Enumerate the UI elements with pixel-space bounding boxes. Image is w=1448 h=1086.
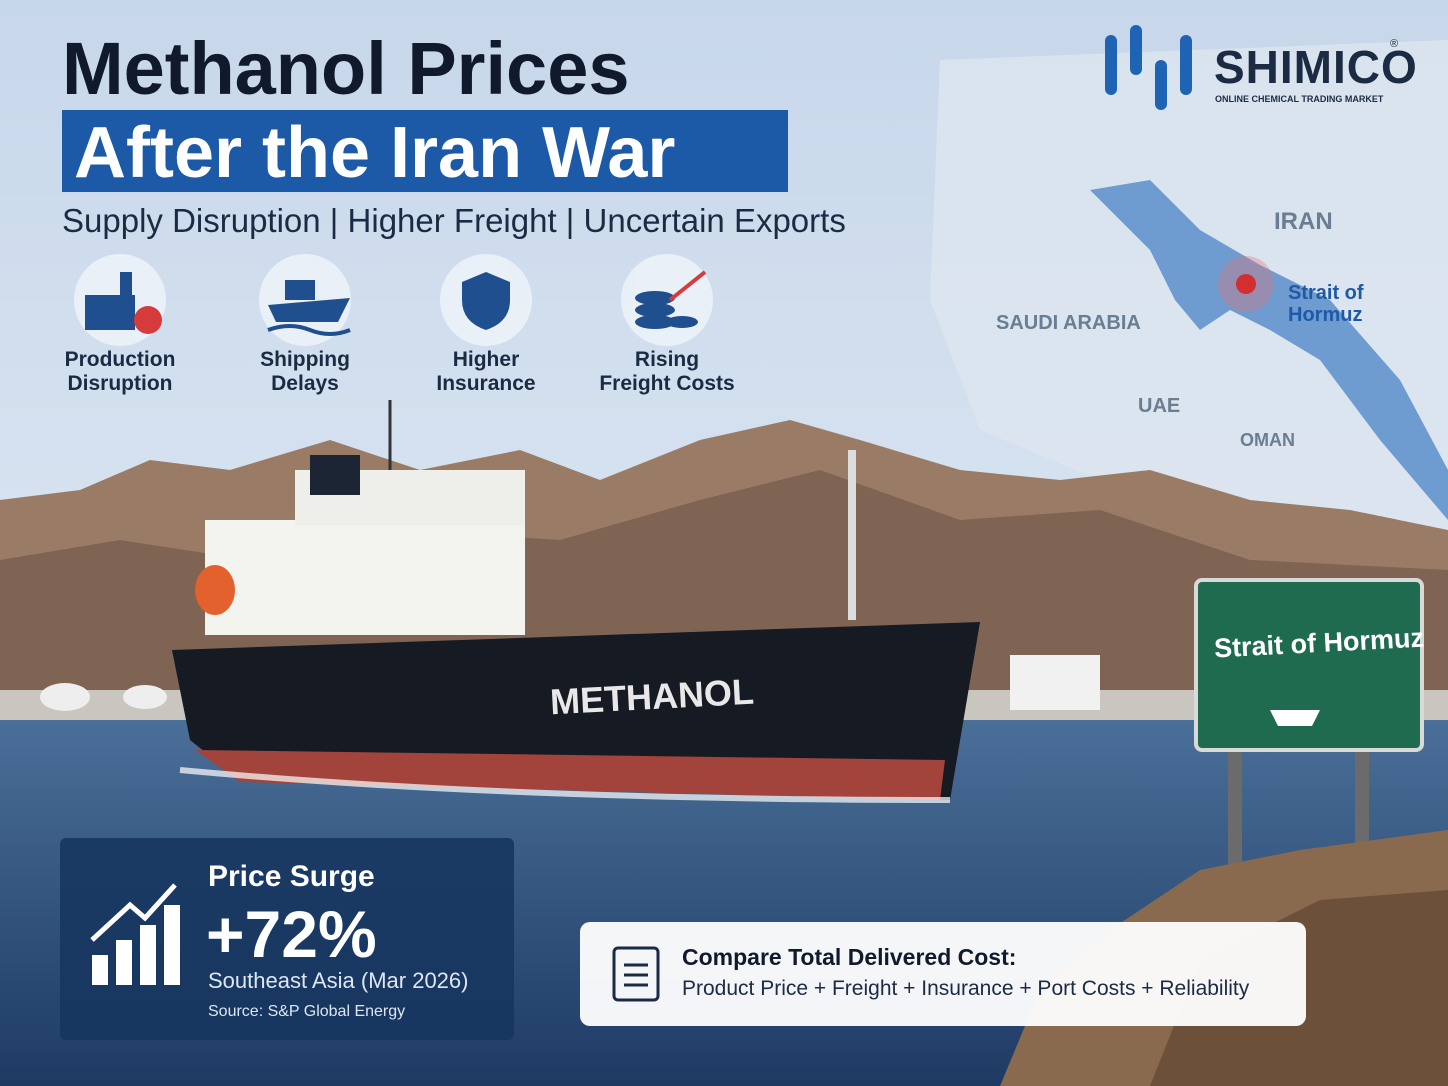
tank xyxy=(40,683,90,711)
factor-label: Rising xyxy=(634,348,700,371)
document-icon xyxy=(612,946,660,1002)
price-source: Source: S&P Global Energy xyxy=(208,1003,406,1020)
factor-label: Disruption xyxy=(67,372,173,395)
map-label: SAUDI ARABIA xyxy=(996,312,1141,334)
gulf xyxy=(1090,180,1448,520)
logo-tagline: ONLINE CHEMICAL TRADING MARKET xyxy=(1215,94,1384,104)
ship-superstructure xyxy=(205,520,525,635)
title-highlight: After the Iran War xyxy=(74,113,676,193)
factor-label: Higher xyxy=(452,348,520,371)
title: Methanol Prices xyxy=(62,27,630,110)
strait-label: Strait of xyxy=(1288,282,1364,304)
strait-label: Hormuz xyxy=(1288,304,1363,326)
logo-mark: ® xyxy=(1390,38,1399,50)
wake xyxy=(179,767,951,803)
shield-icon xyxy=(462,272,510,330)
sign-post xyxy=(1355,750,1369,870)
sign-post xyxy=(1228,750,1242,870)
factory-icon xyxy=(85,272,162,334)
factor-label: Insurance xyxy=(436,372,536,395)
lifeboat xyxy=(195,565,235,615)
tank xyxy=(123,685,167,709)
sign-ship-icon xyxy=(1270,710,1320,726)
ship-funnel xyxy=(310,455,360,495)
factor-label: Production xyxy=(64,348,176,371)
map-label: OMAN xyxy=(1240,430,1295,450)
logo-icon xyxy=(1105,25,1192,110)
subtitle: Supply Disruption | Higher Freight | Unc… xyxy=(62,202,846,239)
strait-marker xyxy=(1236,274,1256,294)
price-change: +72% xyxy=(206,897,377,971)
tank xyxy=(1010,655,1100,710)
map-label: UAE xyxy=(1138,395,1181,417)
title-banner xyxy=(62,110,788,192)
coins-icon xyxy=(635,270,707,329)
compare-box xyxy=(580,922,1306,1026)
factor-label: Freight Costs xyxy=(599,372,735,395)
compare-heading: Compare Total Delivered Cost: xyxy=(682,944,1017,970)
compare-formula: Product Price + Freight + Insurance + Po… xyxy=(682,977,1250,1000)
factor-label: Shipping xyxy=(260,348,350,371)
sign-board xyxy=(1194,578,1424,752)
chart-icon xyxy=(90,883,180,985)
price-heading: Price Surge xyxy=(208,860,375,893)
ship-icon xyxy=(267,280,351,336)
logo-name: SHIMICO xyxy=(1214,41,1418,93)
map-label: IRAN xyxy=(1274,208,1333,235)
ship-bottom xyxy=(195,750,945,800)
factor-label: Delays xyxy=(271,372,339,395)
price-region: Southeast Asia (Mar 2026) xyxy=(208,968,469,993)
